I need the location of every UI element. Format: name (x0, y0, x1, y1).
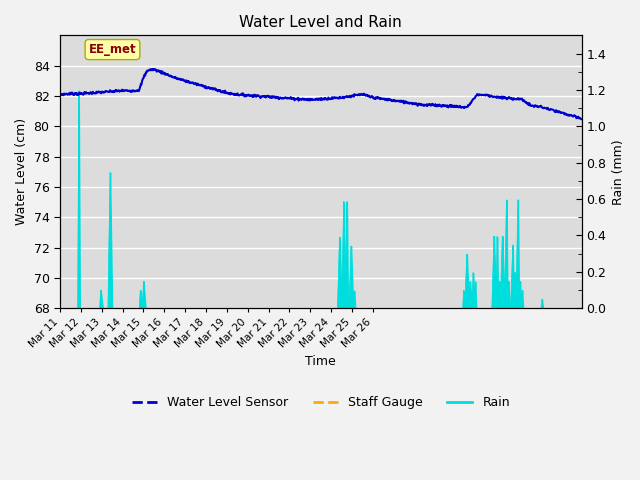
Text: EE_met: EE_met (89, 43, 136, 56)
Y-axis label: Water Level (cm): Water Level (cm) (15, 118, 28, 226)
Title: Water Level and Rain: Water Level and Rain (239, 15, 402, 30)
X-axis label: Time: Time (305, 356, 336, 369)
Y-axis label: Rain (mm): Rain (mm) (612, 139, 625, 204)
Legend: Water Level Sensor, Staff Gauge, Rain: Water Level Sensor, Staff Gauge, Rain (127, 391, 515, 414)
